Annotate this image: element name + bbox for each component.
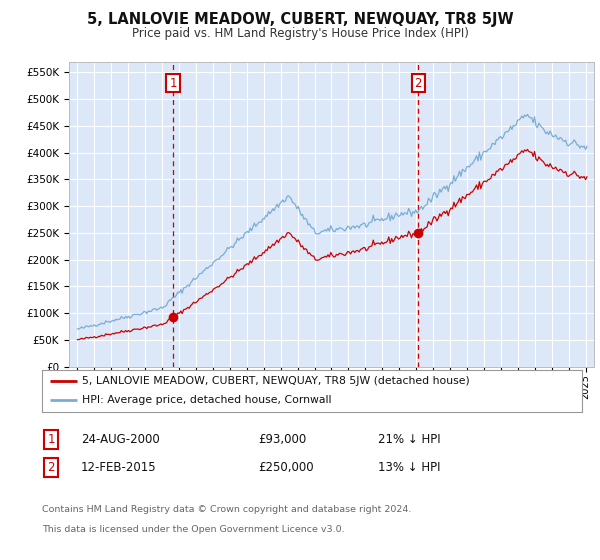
Text: 1: 1 — [169, 77, 177, 90]
Text: 2: 2 — [415, 77, 422, 90]
Text: 5, LANLOVIE MEADOW, CUBERT, NEWQUAY, TR8 5JW: 5, LANLOVIE MEADOW, CUBERT, NEWQUAY, TR8… — [86, 12, 514, 27]
Text: £93,000: £93,000 — [258, 433, 306, 446]
Text: £250,000: £250,000 — [258, 461, 314, 474]
Text: 21% ↓ HPI: 21% ↓ HPI — [378, 433, 440, 446]
Text: 12-FEB-2015: 12-FEB-2015 — [81, 461, 157, 474]
Text: 13% ↓ HPI: 13% ↓ HPI — [378, 461, 440, 474]
Text: 24-AUG-2000: 24-AUG-2000 — [81, 433, 160, 446]
Text: 5, LANLOVIE MEADOW, CUBERT, NEWQUAY, TR8 5JW (detached house): 5, LANLOVIE MEADOW, CUBERT, NEWQUAY, TR8… — [83, 376, 470, 386]
Text: 1: 1 — [47, 433, 55, 446]
Text: 2: 2 — [47, 461, 55, 474]
Text: This data is licensed under the Open Government Licence v3.0.: This data is licensed under the Open Gov… — [42, 525, 344, 534]
Text: Price paid vs. HM Land Registry's House Price Index (HPI): Price paid vs. HM Land Registry's House … — [131, 27, 469, 40]
Text: Contains HM Land Registry data © Crown copyright and database right 2024.: Contains HM Land Registry data © Crown c… — [42, 505, 412, 514]
Text: HPI: Average price, detached house, Cornwall: HPI: Average price, detached house, Corn… — [83, 395, 332, 405]
